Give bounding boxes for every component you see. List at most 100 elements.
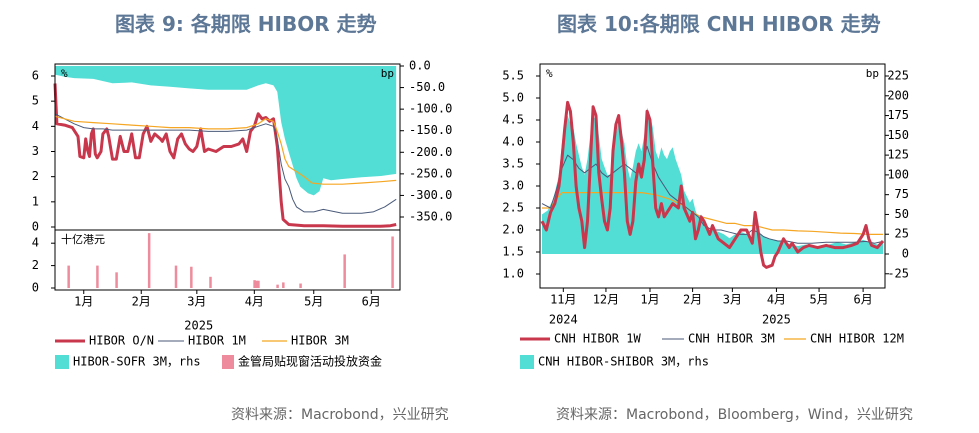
bar-discount-window <box>257 280 260 288</box>
legend-cnh-1w-label: CNH HIBOR 1W <box>554 332 641 346</box>
right-y-tick-label: -25 <box>887 266 909 280</box>
left-y-tick-label: 2.0 <box>502 223 524 237</box>
left-legend: HIBOR O/N HIBOR 1M HIBOR 3M HIBOR-SOFR 3M，r… <box>55 334 382 369</box>
x-tick-label: 12月 <box>593 293 619 307</box>
legend-cnh-shibor-swatch <box>520 355 534 369</box>
x-tick-label: 3月 <box>187 295 206 309</box>
legend-hibor-3m-label: HIBOR 3M <box>291 334 349 348</box>
left-source-note: 资料来源：Macrobond，兴业研究 <box>231 407 449 423</box>
bar-discount-window <box>147 233 151 288</box>
right-y-tick-label: 25 <box>895 227 909 241</box>
x-tick-label: 6月 <box>362 295 381 309</box>
right-chart: 1.0 1.5 2.0 2.5 3.0 3.5 4.0 4.5 5.0 5.5 -25 0 25 50 75… <box>502 63 909 327</box>
x-year-label: 2025 <box>184 319 213 333</box>
x-tick-label: 3月 <box>723 293 742 307</box>
right-y-tick-label: -100.0 <box>409 102 452 116</box>
legend-hibor-sofr-swatch <box>55 355 69 369</box>
right-y-tick-label: 75 <box>895 187 909 201</box>
left-y-tick-label: 3.0 <box>502 179 524 193</box>
right-y-tick-label: -150.0 <box>409 123 452 137</box>
right-y-tick-label: 150 <box>887 128 909 142</box>
bar-discount-window <box>299 283 302 288</box>
legend-hibor-sofr-label: HIBOR-SOFR 3M，rhs <box>73 355 201 369</box>
right-chart-title: 图表 10:各期限 CNH HIBOR 走势 <box>557 12 881 36</box>
left-chart-title: 图表 9: 各期限 HIBOR 走势 <box>115 12 377 36</box>
right-y-tick-label: 0 <box>902 247 909 261</box>
legend-cnh-shibor-label: CNH HIBOR-SHIBOR 3M，rhs <box>538 355 709 369</box>
left-y-tick-label: 2.5 <box>502 201 524 215</box>
left-y-unit: % <box>61 67 68 80</box>
bar-discount-window <box>209 276 212 288</box>
right-source-note: 资料来源：Macrobond，Bloomberg，Wind，兴业研究 <box>556 407 913 423</box>
left-y-tick-label: 3.5 <box>502 157 524 171</box>
left-y-tick-label: 4.5 <box>502 113 524 127</box>
right-y-tick-label: -50.0 <box>409 80 445 94</box>
left-y-tick-label: 5.5 <box>502 69 524 83</box>
left-chart: 0 1 2 3 4 5 6 0.0 -50.0 -100.0 -150.0 -200.0 -250.0 -… <box>32 59 453 333</box>
right-chart-frame <box>539 63 886 289</box>
left-y-tick-label: 2 <box>32 169 39 183</box>
bar-unit-label: 十亿港元 <box>61 232 105 246</box>
series-line-hibor-on <box>53 83 397 228</box>
left-y-tick-label: 1.0 <box>502 267 524 281</box>
series-line-hibor-1m <box>54 113 397 214</box>
left-y-tick-label: 1.5 <box>502 245 524 259</box>
right-y-tick-label: 200 <box>887 88 909 102</box>
right-y-unit: bp <box>381 67 394 80</box>
bar-discount-window <box>253 280 256 288</box>
right-y-tick-label: 0.0 <box>409 59 431 73</box>
x-tick-label: 5月 <box>304 295 323 309</box>
bar-y-tick-label: 2 <box>32 258 39 272</box>
left-y-tick-label: 0 <box>32 220 39 234</box>
bar-discount-window <box>391 236 394 288</box>
right-y-tick-label: -350.0 <box>409 210 452 224</box>
left-y-tick-label: 6 <box>32 69 39 83</box>
x-tick-label: 2月 <box>683 293 702 307</box>
right-y-tick-label: 125 <box>887 148 909 162</box>
left-y-tick-label: 3 <box>32 144 39 158</box>
bar-discount-window <box>174 265 178 288</box>
x-tick-label: 5月 <box>809 293 828 307</box>
left-y-tick-label: 5.0 <box>502 91 524 105</box>
right-y-tick-label: -300.0 <box>409 188 452 202</box>
series-area-hibor-sofr <box>55 66 397 196</box>
bar-discount-window <box>255 280 258 288</box>
x-year-label: 2025 <box>762 313 791 327</box>
x-tick-label: 2月 <box>132 295 151 309</box>
legend-cnh-12m-label: CNH HIBOR 12M <box>810 332 904 346</box>
left-y-tick-label: 1 <box>32 194 39 208</box>
left-y-tick-label: 4 <box>32 119 39 133</box>
x-tick-label: 6月 <box>853 293 872 307</box>
bar-y-tick-label: 0 <box>32 281 39 295</box>
bar-discount-window <box>96 265 99 288</box>
right-y-tick-label: -200.0 <box>409 145 452 159</box>
right-y-tick-label: 225 <box>887 69 909 83</box>
right-legend: CNH HIBOR 1W CNH HIBOR 3M CNH HIBOR 12M CNH… <box>520 332 904 369</box>
series-line-hibor-3m <box>54 115 397 185</box>
bar-discount-window <box>67 265 70 288</box>
legend-discount-window-swatch <box>222 355 234 369</box>
right-y-tick-label: 50 <box>895 207 909 221</box>
legend-hibor-on-label: HIBOR O/N <box>89 334 154 348</box>
bar-discount-window <box>190 266 193 288</box>
legend-discount-window-label: 金管局贴现窗活动投放资金 <box>238 354 382 369</box>
bar-discount-window <box>282 282 285 288</box>
right-y-tick-label: 100 <box>887 167 909 181</box>
right-y-tick-label: 175 <box>887 108 909 122</box>
x-year-label: 2024 <box>549 313 578 327</box>
left-y-tick-label: 4.0 <box>502 135 524 149</box>
x-tick-label: 1月 <box>640 293 659 307</box>
bar-discount-window <box>343 254 346 288</box>
left-y-unit: % <box>546 67 553 80</box>
left-lower-frame <box>54 229 401 291</box>
bar-discount-window <box>115 272 118 288</box>
right-y-unit: bp <box>866 67 879 80</box>
x-tick-label: 4月 <box>245 295 264 309</box>
x-tick-label: 1月 <box>74 295 93 309</box>
legend-cnh-3m-label: CNH HIBOR 3M <box>688 332 775 346</box>
series-line-cnh-12m <box>542 192 883 235</box>
right-y-tick-label: -250.0 <box>409 166 452 180</box>
bar-y-tick-label: 4 <box>32 236 39 250</box>
left-y-tick-label: 5 <box>32 94 39 108</box>
